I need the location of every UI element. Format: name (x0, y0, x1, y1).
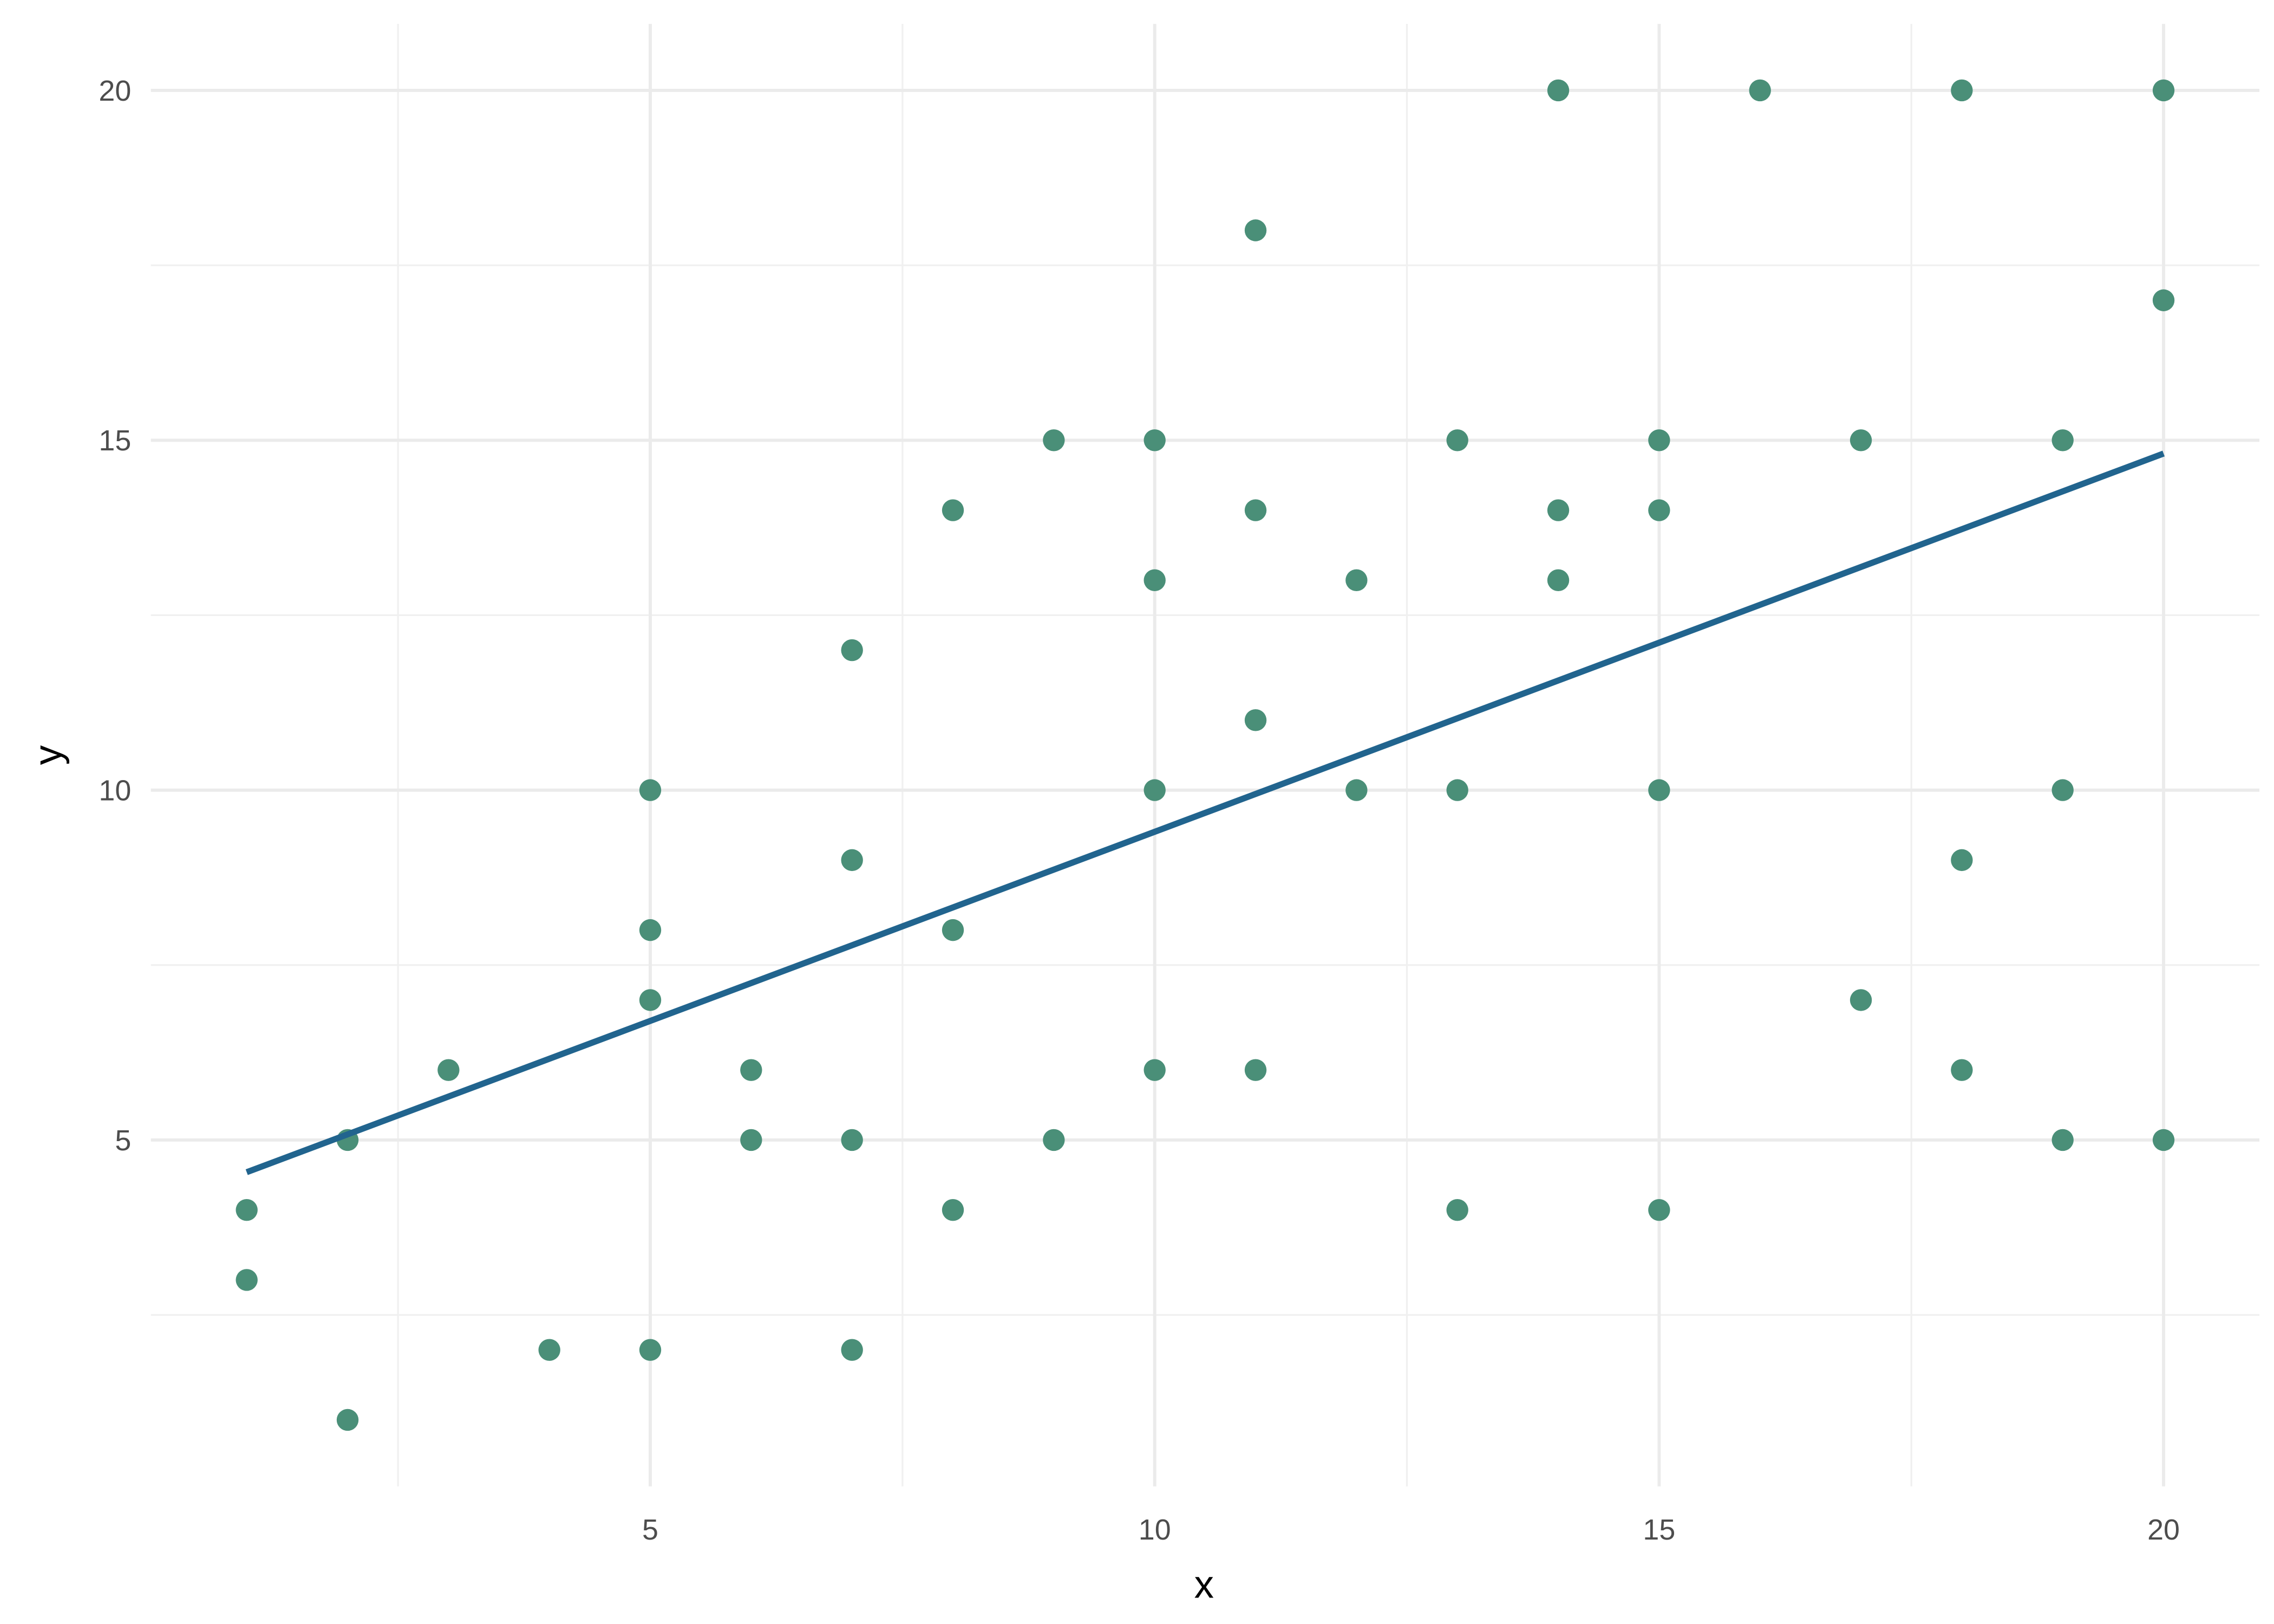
point (1850, 429, 1872, 451)
point (1345, 569, 1368, 592)
point (942, 1199, 964, 1221)
point (1951, 1059, 1973, 1081)
point (639, 1339, 662, 1361)
point (538, 1339, 560, 1361)
fit-line (245, 450, 2165, 1175)
y-tick-label: 5 (115, 1124, 131, 1157)
point (841, 1339, 863, 1361)
x-tick-label: 10 (1139, 1514, 1171, 1546)
point (2152, 289, 2175, 311)
point (236, 1269, 258, 1291)
point (2152, 1129, 2175, 1151)
point (1345, 779, 1368, 801)
point (841, 639, 863, 662)
point (1749, 79, 1771, 102)
point (2152, 79, 2175, 102)
point (1143, 429, 1166, 451)
x-tick-label: 15 (1643, 1514, 1675, 1546)
point (1244, 499, 1267, 521)
point (639, 989, 662, 1011)
point (1143, 1059, 1166, 1081)
point (1143, 779, 1166, 801)
x-tick-label: 20 (2147, 1514, 2180, 1546)
point (1951, 79, 1973, 102)
point (1547, 569, 1570, 592)
point (639, 779, 662, 801)
x-tick-label: 5 (642, 1514, 658, 1546)
point (2051, 1129, 2074, 1151)
point (1143, 569, 1166, 592)
point (1043, 429, 1065, 451)
point (1446, 1199, 1468, 1221)
point (841, 1129, 863, 1151)
y-axis-title: y (26, 745, 70, 765)
point (1244, 219, 1267, 241)
point (1446, 779, 1468, 801)
point (1547, 499, 1570, 521)
point (1648, 499, 1670, 521)
point (2051, 779, 2074, 801)
point (1244, 709, 1267, 731)
point (740, 1129, 762, 1151)
point (1951, 849, 1973, 872)
y-tick-label: 20 (99, 75, 131, 107)
point (1648, 429, 1670, 451)
point (639, 919, 662, 941)
point (236, 1199, 258, 1221)
point (1850, 989, 1872, 1011)
point (1648, 1199, 1670, 1221)
y-tick-label: 15 (99, 424, 131, 457)
y-tick-label: 10 (99, 774, 131, 807)
point (942, 919, 964, 941)
point (336, 1409, 359, 1431)
point (437, 1059, 460, 1081)
x-axis-title: x (1194, 1563, 1214, 1607)
point (1547, 79, 1570, 102)
point (1648, 779, 1670, 801)
point (2051, 429, 2074, 451)
point (942, 499, 964, 521)
point (1446, 429, 1468, 451)
point (1244, 1059, 1267, 1081)
point (841, 849, 863, 872)
point (740, 1059, 762, 1081)
point (1043, 1129, 1065, 1151)
